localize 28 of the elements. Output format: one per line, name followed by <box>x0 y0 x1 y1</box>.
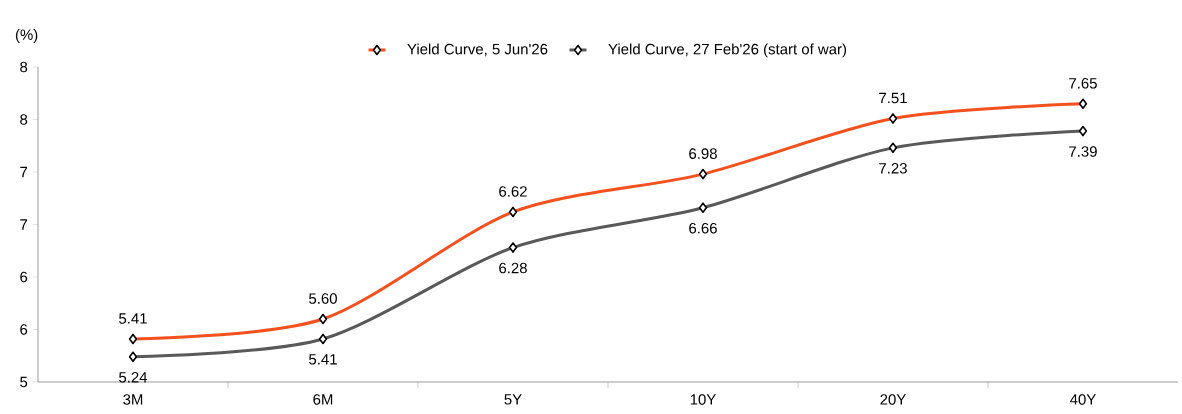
data-label: 5.41 <box>309 354 337 365</box>
data-label: 7.23 <box>879 163 907 174</box>
y-tick-label: 6 <box>20 271 28 283</box>
y-tick-label: 8 <box>20 114 28 125</box>
data-label: 6.62 <box>499 186 527 197</box>
legend-label: Yield Curve, 27 Feb'26 (start of war) <box>608 43 847 58</box>
y-tick-label: 8 <box>20 61 28 73</box>
y-tick-label: 5 <box>20 376 28 388</box>
data-label: 7.39 <box>1069 146 1097 157</box>
y-tick-label: 7 <box>20 166 28 178</box>
legend-label: Yield Curve, 5 Jun'26 <box>407 43 548 57</box>
x-tick-label: 20Y <box>880 394 906 405</box>
x-tick-label: 40Y <box>1070 394 1096 405</box>
data-label: 6.28 <box>499 262 527 274</box>
y-tick-label: 6 <box>20 324 28 335</box>
x-tick-label: 6M <box>313 394 333 405</box>
data-label: 7.65 <box>1069 77 1097 89</box>
data-label: 6.98 <box>689 148 717 159</box>
data-label: 6.66 <box>689 222 717 234</box>
data-label: 5.24 <box>119 371 148 383</box>
y-tick-label: 7 <box>20 219 28 230</box>
x-tick-label: 5Y <box>504 394 522 405</box>
x-tick-label: 10Y <box>690 394 716 405</box>
x-tick-label: 3M <box>123 394 143 405</box>
data-label: 7.51 <box>879 92 907 104</box>
y-axis-title: (%) <box>15 29 38 43</box>
data-label: 5.60 <box>309 293 337 304</box>
data-label: 5.41 <box>119 313 147 324</box>
